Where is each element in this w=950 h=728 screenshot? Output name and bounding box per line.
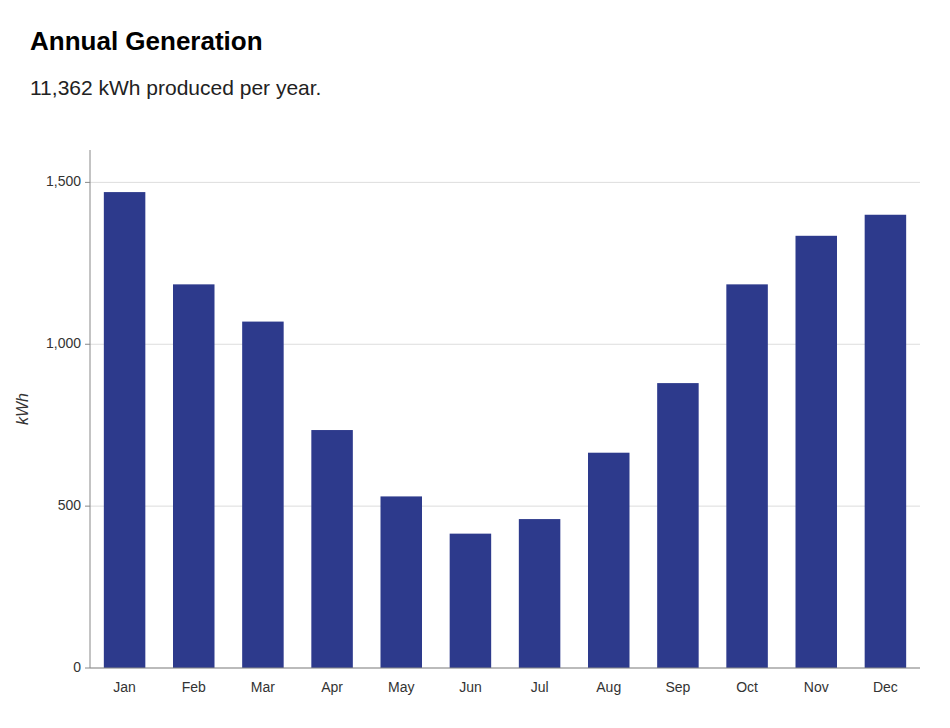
bar [519, 519, 561, 668]
bar [450, 534, 492, 668]
bars [104, 192, 906, 668]
chart: Annual Generation 11,362 kWh produced per… [0, 0, 950, 728]
y-tick-label: 1,000 [46, 335, 81, 351]
bar [242, 322, 284, 668]
x-tick-label: Apr [321, 679, 343, 695]
chart-container: Annual Generation 11,362 kWh produced per… [0, 0, 950, 728]
x-tick-label: May [388, 679, 414, 695]
y-tick [85, 506, 90, 507]
x-tick-label: Dec [873, 679, 898, 695]
y-axis-label: kWh [14, 393, 31, 425]
bar [588, 453, 630, 668]
x-tick-label: Jan [113, 679, 136, 695]
y-tick-label: 0 [73, 659, 81, 675]
x-tick-label: Feb [182, 679, 206, 695]
y-tick-label: 1,500 [46, 173, 81, 189]
bar [726, 284, 768, 668]
y-tick-label: 500 [58, 497, 82, 513]
x-tick-label: Jun [459, 679, 482, 695]
bar [381, 496, 423, 668]
y-axis-line [90, 150, 91, 668]
bar [311, 430, 353, 668]
x-tick-label: Nov [804, 679, 829, 695]
x-axis-line [90, 668, 920, 669]
y-axis: 0 500 1,000 1,500 [46, 150, 90, 675]
x-tick-label: Sep [665, 679, 690, 695]
grid-line [90, 182, 920, 183]
bar [657, 383, 699, 668]
x-axis: Jan Feb Mar Apr May Jun Jul Aug Sep Oct Nov Dec [90, 668, 920, 695]
bar [865, 215, 907, 668]
bar [173, 284, 215, 668]
x-tick-label: Aug [596, 679, 621, 695]
y-tick [85, 182, 90, 183]
bar [104, 192, 146, 668]
y-tick [85, 344, 90, 345]
grid-line [90, 668, 920, 669]
x-tick-label: Mar [251, 679, 275, 695]
bar [796, 236, 838, 668]
title: Annual Generation [30, 26, 263, 56]
y-tick [85, 668, 90, 669]
x-tick-label: Oct [736, 679, 758, 695]
grid [90, 182, 920, 668]
x-tick-label: Jul [531, 679, 549, 695]
subtitle: 11,362 kWh produced per year. [30, 76, 321, 99]
